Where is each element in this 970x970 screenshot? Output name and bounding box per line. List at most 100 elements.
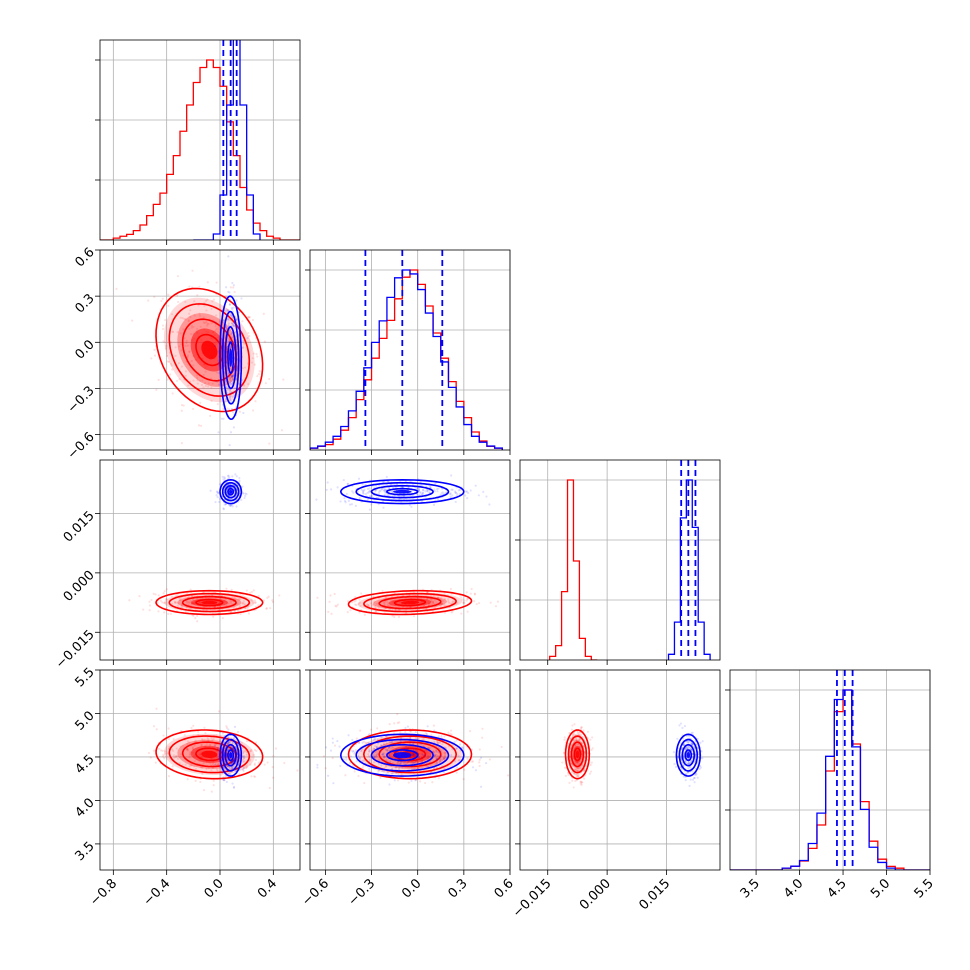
scatter-point bbox=[161, 327, 165, 331]
scatter-point bbox=[373, 761, 376, 764]
scatter-point bbox=[198, 312, 201, 315]
scatter-point bbox=[399, 731, 402, 734]
scatter-point bbox=[227, 308, 230, 312]
scatter-point bbox=[175, 601, 178, 604]
scatter-point bbox=[167, 738, 171, 741]
scatter-point bbox=[357, 741, 361, 745]
scatter-point bbox=[224, 309, 227, 313]
scatter-point bbox=[381, 747, 384, 751]
scatter-point bbox=[322, 755, 326, 758]
scatter-point bbox=[242, 411, 245, 415]
scatter-point bbox=[398, 765, 401, 769]
scatter-point bbox=[211, 382, 214, 385]
scatter-point bbox=[163, 757, 166, 760]
scatter-point bbox=[227, 772, 230, 776]
scatter-point bbox=[574, 768, 577, 771]
scatter-point bbox=[228, 377, 231, 380]
scatter-point bbox=[414, 767, 417, 770]
scatter-point bbox=[210, 307, 213, 311]
scatter-point bbox=[234, 769, 237, 772]
scatter-point bbox=[682, 743, 685, 746]
scatter-point bbox=[462, 601, 465, 604]
scatter-point bbox=[180, 343, 183, 346]
scatter-point bbox=[174, 754, 178, 758]
scatter-point bbox=[203, 738, 206, 742]
axes-frame bbox=[99, 249, 301, 451]
scatter-point bbox=[382, 770, 385, 773]
scatter-point bbox=[251, 601, 255, 604]
scatter-point bbox=[242, 766, 246, 770]
scatter-point bbox=[215, 380, 218, 383]
scatter-point bbox=[414, 736, 417, 740]
scatter-point bbox=[229, 747, 232, 750]
scatter-point bbox=[188, 327, 191, 330]
scatter-point bbox=[232, 374, 235, 377]
scatter-point bbox=[699, 766, 702, 769]
scatter-point bbox=[580, 783, 583, 786]
axes-frame bbox=[99, 39, 301, 241]
scatter-point bbox=[693, 781, 696, 784]
scatter-point bbox=[227, 319, 230, 322]
scatter-point bbox=[215, 494, 218, 497]
panel-1-0: −0.6−0.30.00.30.6 bbox=[65, 245, 301, 463]
scatter-point bbox=[383, 756, 386, 759]
scatter-point bbox=[240, 741, 243, 744]
scatter-point bbox=[387, 480, 390, 483]
axes-frame bbox=[99, 669, 301, 871]
scatter-point bbox=[376, 727, 379, 730]
scatter-point bbox=[687, 746, 690, 749]
scatter-point bbox=[256, 355, 259, 358]
scatter-point bbox=[575, 738, 578, 741]
scatter-point bbox=[205, 324, 209, 327]
scatter-point bbox=[684, 759, 687, 762]
scatter-point bbox=[383, 604, 386, 607]
scatter-point bbox=[325, 488, 328, 491]
scatter-point bbox=[189, 315, 192, 319]
scatter-point bbox=[350, 503, 353, 506]
scatter-point bbox=[183, 336, 186, 340]
scatter-point bbox=[417, 767, 420, 770]
scatter-point bbox=[196, 327, 199, 330]
scatter-point bbox=[424, 490, 427, 493]
panel-3-3: 3.5 4.0 4.5 5.0 5.5 bbox=[725, 669, 937, 901]
scatter-point bbox=[379, 750, 382, 753]
scatter-point bbox=[242, 600, 245, 603]
scatter-point bbox=[330, 612, 333, 615]
scatter-point bbox=[172, 330, 175, 334]
scatter-point bbox=[227, 317, 230, 321]
scatter-point bbox=[573, 768, 577, 771]
contour-series-1 bbox=[386, 749, 419, 762]
scatter-point bbox=[227, 735, 230, 738]
scatter-point bbox=[346, 482, 349, 485]
scatter-point bbox=[579, 782, 582, 785]
scatter-point bbox=[232, 606, 236, 609]
scatter-point bbox=[248, 316, 251, 319]
scatter-point bbox=[354, 603, 357, 606]
scatter-point bbox=[206, 385, 210, 388]
scatter-point bbox=[210, 399, 213, 403]
scatter-point bbox=[199, 424, 203, 427]
scatter-point bbox=[577, 774, 580, 777]
scatter-point bbox=[362, 764, 365, 767]
scatter-point bbox=[268, 786, 271, 790]
scatter-point bbox=[169, 612, 172, 615]
scatter-point bbox=[216, 327, 219, 330]
scatter-point bbox=[229, 382, 232, 385]
scatter-point bbox=[231, 308, 234, 311]
density-fill bbox=[575, 750, 580, 758]
scatter-point bbox=[187, 319, 190, 322]
scatter-point bbox=[210, 377, 213, 380]
scatter-point bbox=[385, 758, 388, 761]
scatter-point bbox=[228, 373, 231, 376]
scatter-point bbox=[387, 494, 390, 497]
scatter-point bbox=[217, 710, 221, 713]
y-tick-label: 0.6 bbox=[72, 245, 97, 270]
scatter-point bbox=[231, 374, 234, 378]
scatter-point bbox=[254, 601, 257, 604]
scatter-point bbox=[577, 733, 581, 736]
scatter-point bbox=[435, 761, 439, 764]
scatter-point bbox=[230, 588, 233, 591]
scatter-point bbox=[216, 402, 219, 406]
scatter-point bbox=[253, 762, 256, 765]
scatter-point bbox=[577, 767, 581, 771]
